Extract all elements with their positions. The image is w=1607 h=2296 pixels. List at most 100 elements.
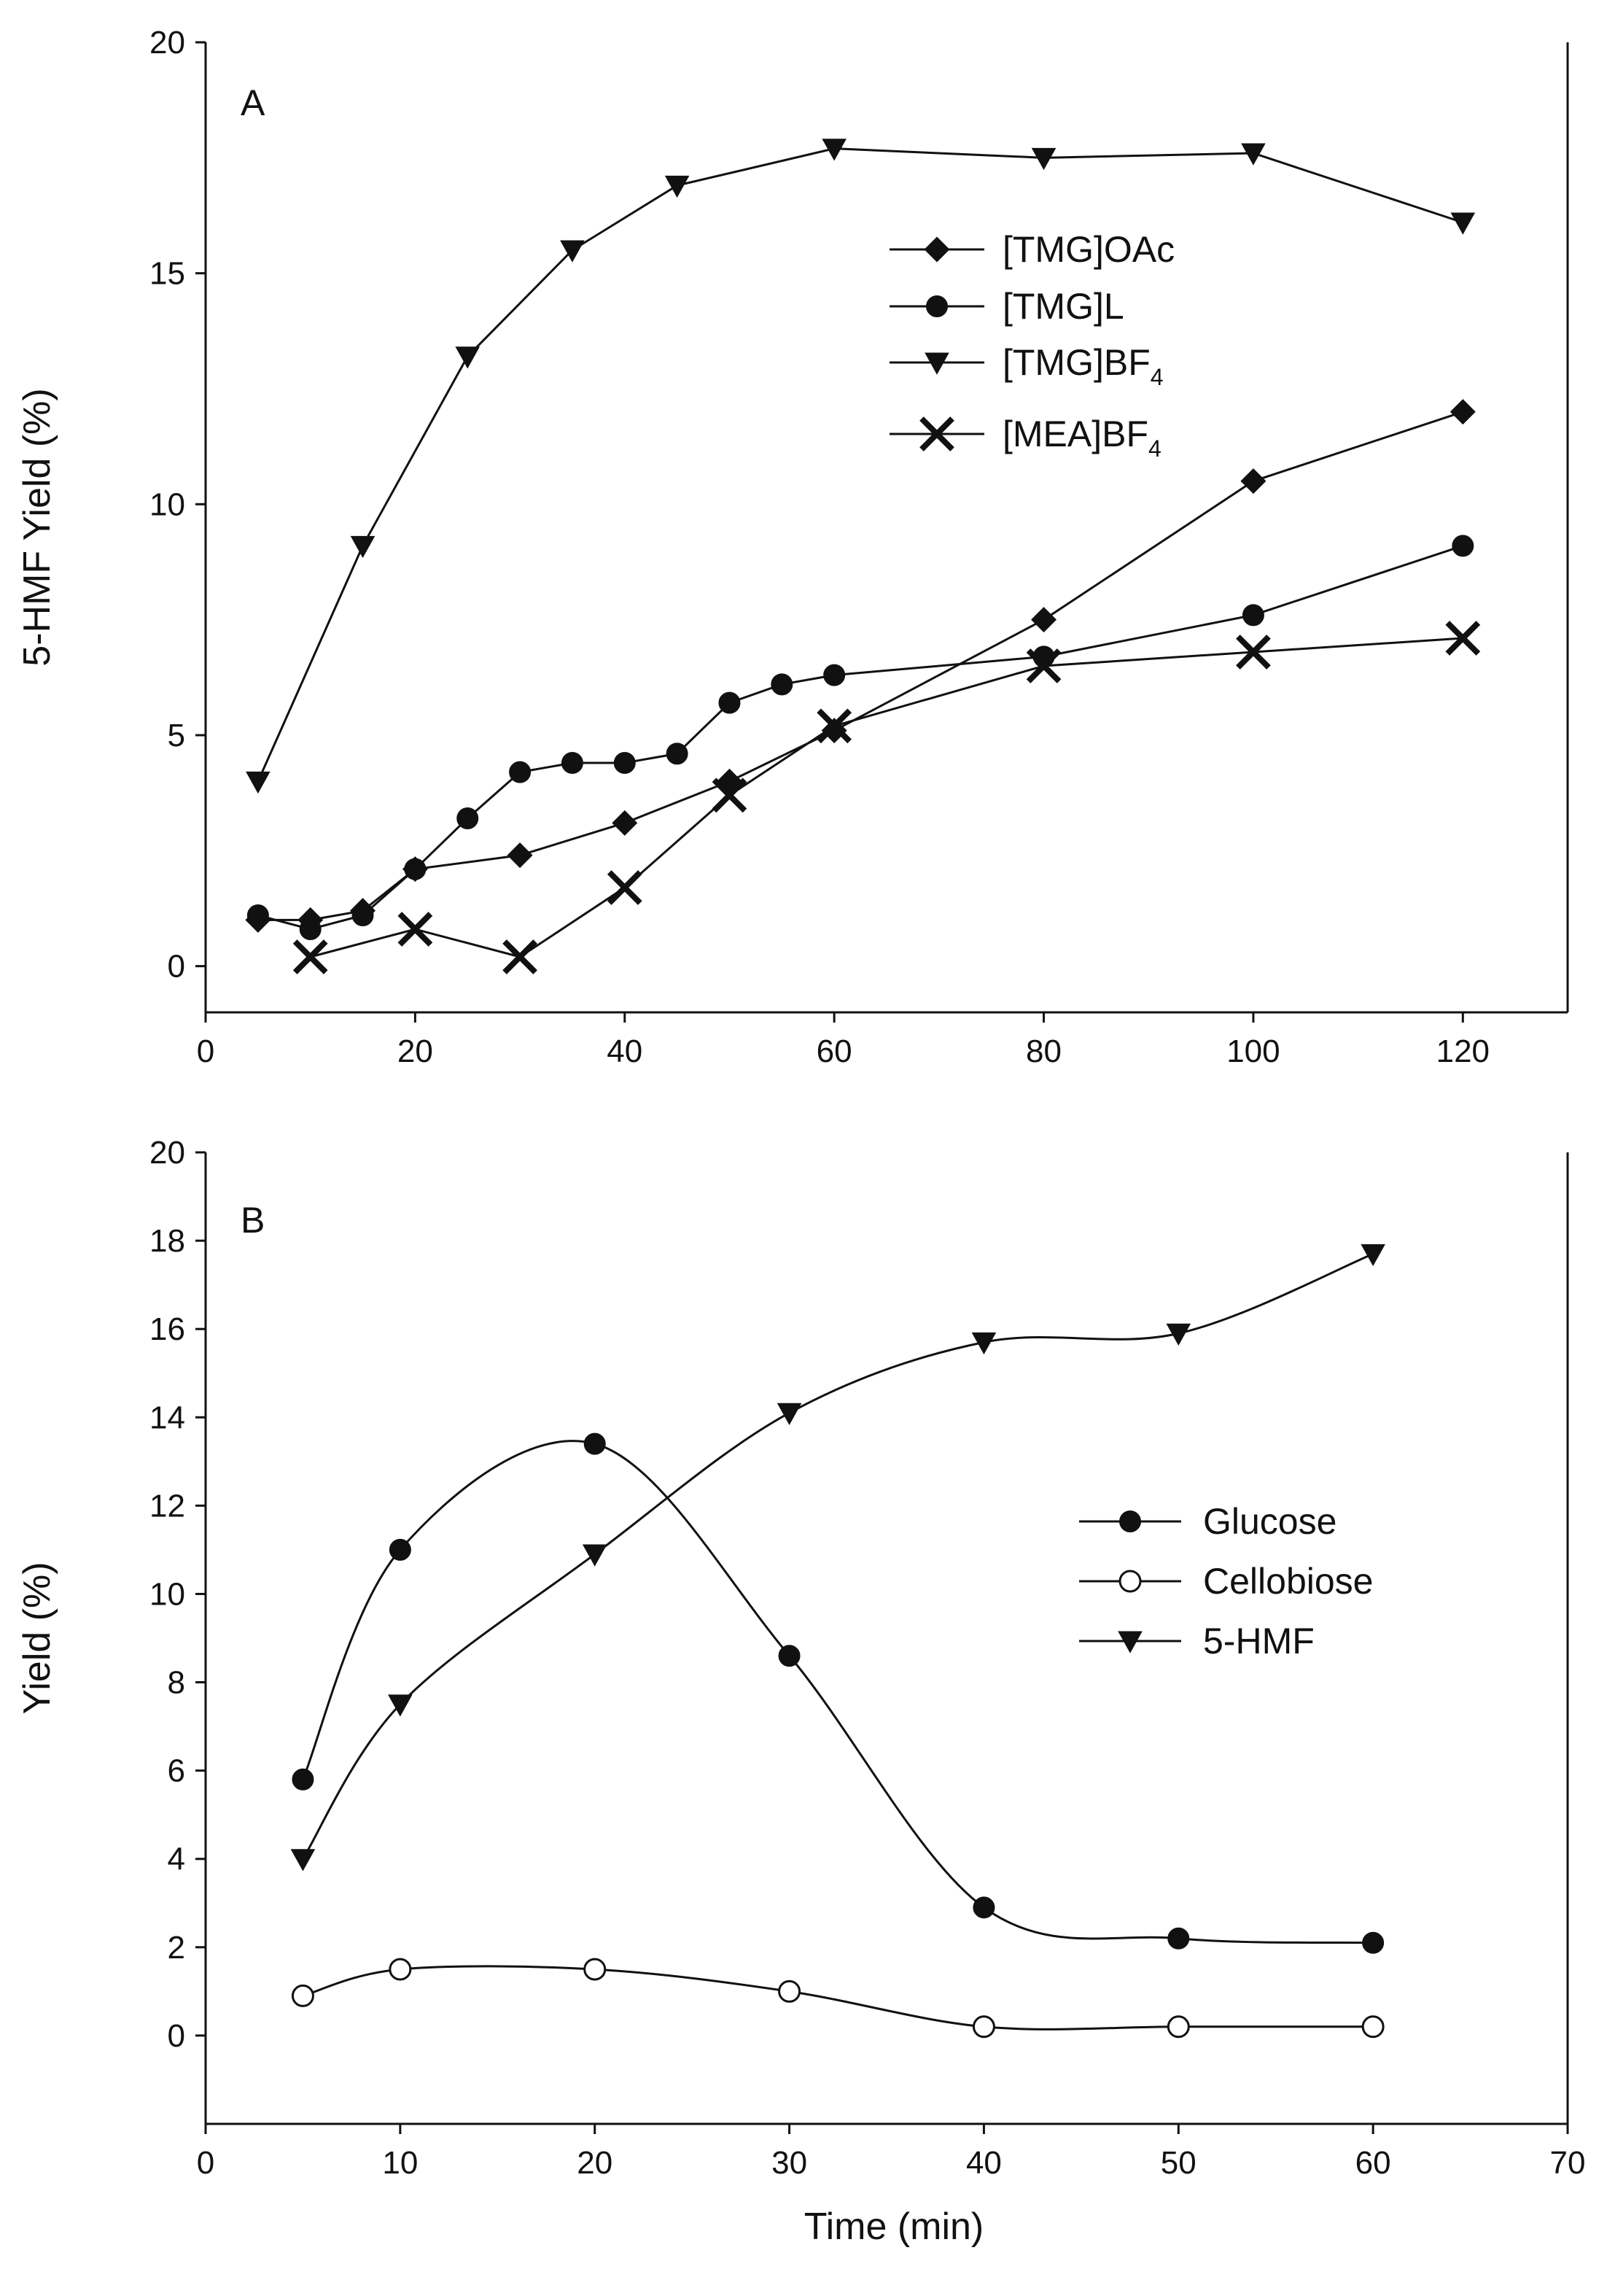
legend-marker	[924, 236, 950, 263]
x-tick-label: 10	[382, 2145, 418, 2181]
x-tick-label: 20	[577, 2145, 612, 2181]
data-point	[583, 1432, 606, 1455]
y-tick-label: 8	[168, 1665, 185, 1701]
data-point	[509, 761, 532, 783]
y-tick-label: 20	[149, 1135, 185, 1171]
chart-panel-b: 0 2 4 6 8 10 12 14 16 18 20 0 10 20 30 40 50 60 70 B Yield (…	[16, 1135, 1585, 2248]
y-tick-label: 5	[168, 718, 185, 753]
y-tick-label: 18	[149, 1223, 185, 1259]
y-tick-label: 12	[149, 1488, 185, 1524]
data-point	[507, 842, 533, 869]
legend-marker	[926, 295, 948, 317]
y-tick-label: 4	[168, 1842, 185, 1877]
series-tmg-oac	[245, 399, 1476, 933]
chart-panel-a: 0 5 10 15 20 0 20 40 60 80 100 120 A 5-HMF Yield (%) […	[16, 25, 1569, 1069]
data-point	[1236, 635, 1271, 670]
legend-entry: Glucose	[1079, 1501, 1336, 1542]
data-point	[456, 807, 479, 829]
series-line	[310, 637, 1463, 958]
data-point	[582, 1544, 607, 1567]
data-point	[972, 2015, 995, 2039]
legend-marker	[925, 352, 949, 375]
legend-marker	[1119, 1510, 1141, 1532]
data-point	[1167, 1927, 1190, 1950]
x-tick-label: 120	[1436, 1033, 1490, 1069]
series-line	[303, 1965, 1374, 2031]
data-point	[1241, 143, 1266, 166]
data-point	[1361, 2015, 1385, 2039]
y-tick-label: 15	[149, 256, 185, 292]
series-tmg-bf4	[246, 139, 1476, 794]
x-tick-label: 0	[197, 1033, 214, 1069]
series-line	[257, 544, 1463, 931]
legend-entry: [TMG]BF4	[890, 342, 1164, 390]
data-point	[778, 1645, 801, 1667]
legend-marker	[919, 416, 954, 451]
data-point	[822, 139, 847, 161]
x-tick-label: 70	[1550, 2145, 1586, 2181]
series-line	[257, 411, 1463, 921]
x-tick-label: 100	[1226, 1033, 1280, 1069]
legend-entry: [TMG]L	[890, 286, 1124, 327]
x-tick-label: 60	[1355, 2145, 1391, 2181]
legend-marker	[1118, 1570, 1142, 1593]
legend-label: [TMG]BF4	[1003, 342, 1164, 390]
data-point	[1445, 621, 1481, 656]
legend-label: [MEA]BF4	[1003, 414, 1162, 462]
data-point	[299, 918, 322, 940]
data-point	[612, 810, 638, 836]
data-point	[1362, 1931, 1385, 1954]
data-point	[1242, 604, 1264, 627]
series-mea-bf4	[292, 621, 1481, 974]
series-line	[257, 147, 1463, 782]
x-tick-label: 40	[607, 1033, 642, 1069]
panel-letter: A	[241, 82, 265, 123]
data-point	[292, 939, 328, 974]
series-glucose	[292, 1432, 1385, 1954]
legend-label: [TMG]OAc	[1003, 229, 1175, 270]
legend-entry: 5-HMF	[1079, 1621, 1315, 1661]
y-tick-label: 0	[168, 2018, 185, 2054]
data-point	[404, 858, 427, 880]
data-point	[246, 904, 269, 926]
data-point	[350, 535, 376, 559]
y-tick-label: 2	[168, 1930, 185, 1966]
x-tick-label: 40	[966, 2145, 1002, 2181]
data-point	[1450, 212, 1476, 235]
data-point	[561, 752, 583, 774]
y-tick-label: 20	[149, 25, 185, 61]
data-point	[1031, 147, 1057, 171]
data-point	[351, 904, 374, 926]
data-point	[502, 939, 537, 974]
data-point	[560, 240, 585, 263]
data-point	[389, 1538, 411, 1561]
x-tick-label: 20	[397, 1033, 433, 1069]
data-point	[666, 742, 688, 765]
panel-letter: B	[241, 1200, 265, 1241]
data-point	[613, 752, 636, 774]
data-point	[290, 1849, 316, 1872]
y-tick-label: 16	[149, 1311, 185, 1347]
legend-label: Cellobiose	[1203, 1561, 1373, 1602]
y-axis-title: 5-HMF Yield (%)	[16, 388, 58, 666]
data-point	[397, 912, 433, 947]
data-point	[771, 673, 793, 696]
legend-label: [TMG]L	[1003, 286, 1124, 327]
data-point	[823, 664, 846, 686]
data-point	[1167, 2015, 1190, 2039]
legend-entry: Cellobiose	[1079, 1561, 1373, 1602]
data-point	[455, 346, 480, 369]
x-tick-label: 50	[1161, 2145, 1197, 2181]
data-point	[1361, 1244, 1385, 1267]
data-point	[389, 1958, 412, 1981]
data-point	[1026, 648, 1062, 683]
y-tick-label: 0	[168, 949, 185, 985]
data-point	[246, 771, 271, 794]
data-point	[817, 708, 852, 744]
data-point	[712, 777, 747, 813]
data-point	[971, 1332, 997, 1355]
data-point	[1031, 607, 1057, 633]
y-tick-label: 14	[149, 1400, 185, 1435]
data-point	[583, 1958, 607, 1981]
